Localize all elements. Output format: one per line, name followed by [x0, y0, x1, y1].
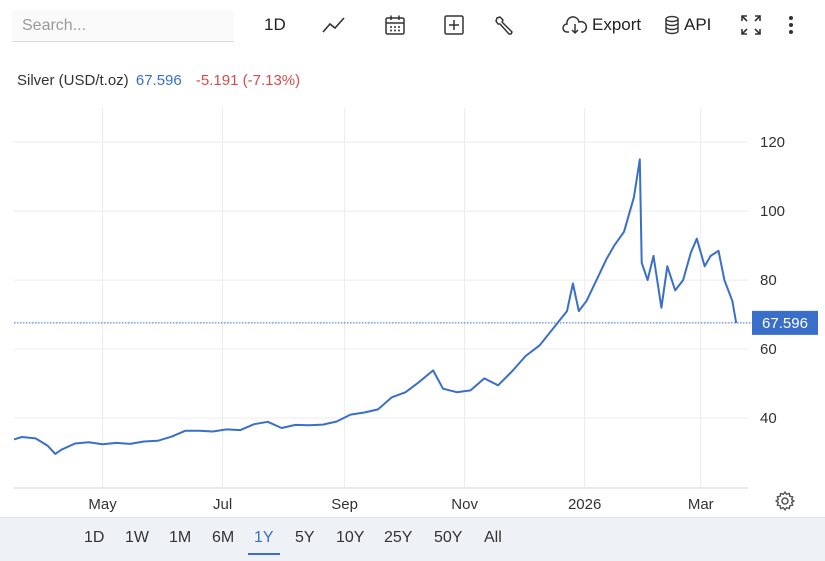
export-button[interactable]: Export [562, 12, 641, 38]
x-tick-label: Jul [213, 496, 232, 513]
y-tick-label: 40 [760, 410, 777, 427]
gear-icon [775, 491, 795, 511]
range-button-6m[interactable]: 6M [212, 529, 235, 546]
line-chart-icon [322, 17, 345, 33]
x-tick-label: May [88, 496, 117, 513]
x-tick-label: 2026 [568, 496, 601, 513]
more-options-button[interactable] [786, 12, 796, 38]
range-button-1y[interactable]: 1Y [248, 527, 280, 555]
range-button-all[interactable]: All [484, 529, 502, 546]
wrench-icon [495, 16, 513, 35]
y-tick-label: 100 [760, 203, 785, 220]
vertical-dots-icon [789, 16, 793, 34]
grid [14, 108, 748, 487]
x-tick-label: Sep [331, 496, 358, 513]
last-price-label: 67.596 [762, 315, 808, 332]
export-label: Export [592, 15, 642, 34]
price-chart[interactable]: May Jul Sep Nov 2026 Mar 40 60 80 100 120 67.596 [0, 0, 825, 517]
interval-label: 1D [264, 15, 286, 34]
tools-button[interactable] [494, 12, 516, 38]
calendar-icon [385, 15, 405, 35]
y-tick-label: 120 [760, 134, 785, 151]
interval-button[interactable]: 1D [264, 12, 286, 38]
database-icon [665, 15, 679, 35]
y-tick-label: 60 [760, 341, 777, 358]
api-button[interactable]: API [664, 12, 711, 38]
fullscreen-icon [741, 15, 761, 35]
labels: May Jul Sep Nov 2026 Mar 40 60 80 100 120 67.596 [88, 134, 818, 513]
chart-legend: Silver (USD/t.oz) 67.596 -5.191 (-7.13%) [17, 72, 300, 89]
range-button-25y[interactable]: 25Y [384, 529, 413, 546]
toolbar: 1D Export [0, 0, 825, 56]
series [13, 158, 752, 455]
cloud-download-icon [562, 16, 588, 35]
add-indicator-button[interactable] [443, 12, 465, 38]
fullscreen-button[interactable] [740, 12, 762, 38]
x-tick-label: Mar [688, 496, 714, 513]
range-button-5y[interactable]: 5Y [295, 529, 315, 546]
range-selector: 1D 1W 1M 6M 1Y 5Y 10Y 25Y 50Y All [0, 517, 825, 561]
x-tick-label: Nov [451, 496, 478, 513]
legend-series-name: Silver (USD/t.oz) [17, 72, 129, 89]
range-button-50y[interactable]: 50Y [434, 529, 463, 546]
last-price-badge [752, 310, 818, 335]
range-button-1m[interactable]: 1M [169, 529, 192, 546]
range-button-1d[interactable]: 1D [84, 529, 105, 546]
plus-square-icon [444, 15, 464, 35]
y-tick-label: 80 [760, 272, 777, 289]
range-button-1w[interactable]: 1W [125, 529, 149, 546]
search-input[interactable] [12, 10, 234, 42]
api-label: API [684, 15, 712, 34]
chart-type-button[interactable] [322, 12, 346, 38]
series-line [13, 158, 738, 455]
range-button-10y[interactable]: 10Y [336, 529, 365, 546]
chart-settings-button[interactable] [774, 490, 796, 517]
legend-change: -5.191 (-7.13%) [195, 72, 301, 89]
legend-price: 67.596 [135, 72, 182, 89]
date-range-button[interactable] [384, 12, 406, 38]
